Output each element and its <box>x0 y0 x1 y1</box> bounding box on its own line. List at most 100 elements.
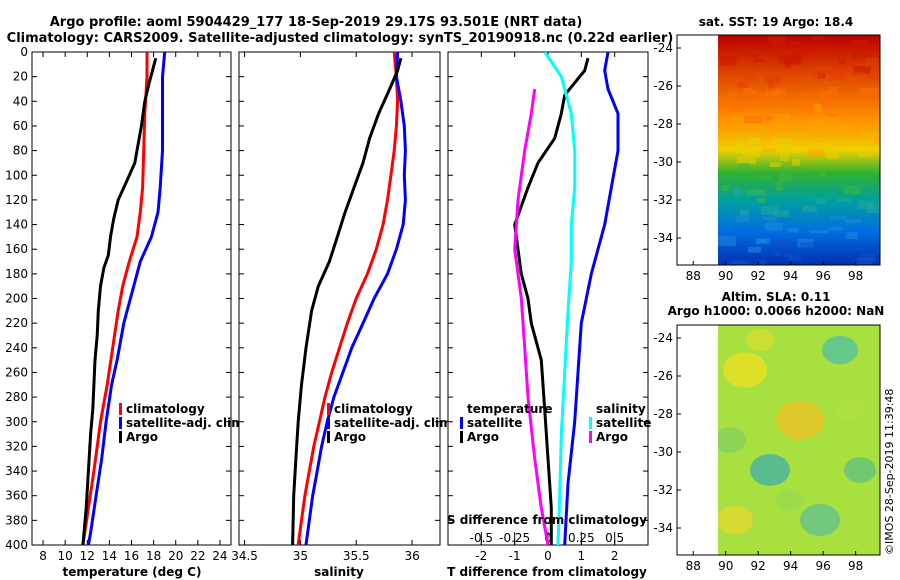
sst-map-border <box>676 34 881 266</box>
x-tick-label: 36 <box>404 549 419 563</box>
sla-map-subtitle: Argo h1000: 0.0066 h2000: NaN <box>668 304 885 318</box>
sst-field-texture <box>718 35 880 265</box>
sst-texture-cell <box>858 151 873 158</box>
difference-panel: -2 -1 0 1 2 -0.5 -0.25 0 0.25 0.5 S difference f… <box>447 51 651 579</box>
map-x-tick-label: 96 <box>816 269 831 283</box>
sst-texture-cell <box>735 140 749 147</box>
map-y-tick-label: -26 <box>653 79 673 93</box>
sst-texture-cell <box>740 102 751 110</box>
sst-texture-cell <box>762 148 776 153</box>
map-x-tick-label: 94 <box>783 559 798 573</box>
sst-texture-cell <box>812 65 832 71</box>
sst-texture-cell <box>866 203 880 214</box>
series-line-s-argo <box>513 88 550 545</box>
sst-texture-cell <box>808 148 825 157</box>
x-tick-label: 22 <box>190 549 205 563</box>
sst-texture-cell <box>868 75 880 80</box>
temperature-xlabel: temperature (deg C) <box>63 565 202 579</box>
y-tick-label: 180 <box>5 267 28 281</box>
y-tick-label: 40 <box>13 94 28 108</box>
temperature-panel: 8 10 12 14 16 18 20 22 24 0 20 40 60 80 100 120 140 160 1… <box>5 45 248 579</box>
difference-series <box>513 52 620 545</box>
sst-texture-cell <box>737 81 748 88</box>
series-line-satellite-adj-clim <box>86 52 167 545</box>
sst-texture-cell <box>736 216 749 223</box>
y-tick-label: 220 <box>5 316 28 330</box>
sla-texture-blob <box>800 504 840 536</box>
sst-texture-cell <box>757 260 768 265</box>
sst-texture-cell <box>874 115 880 124</box>
sst-texture-cell <box>799 92 811 96</box>
sst-texture-cell <box>839 58 847 65</box>
map-x-tick-label: 98 <box>848 269 863 283</box>
sla-field-texture <box>718 328 876 536</box>
map-y-tick-label: -24 <box>653 331 673 345</box>
x-tick-label: 8 <box>39 549 47 563</box>
sst-texture-cell <box>844 185 861 195</box>
map-y-tick-label: -30 <box>653 155 673 169</box>
sst-texture-cell <box>788 41 803 45</box>
temperature-x-ticks: 8 10 12 14 16 18 20 22 24 <box>39 52 228 563</box>
y-tick-label: 320 <box>5 439 28 453</box>
sla-map-border <box>676 324 881 556</box>
map-x-tick-label: 88 <box>686 559 701 573</box>
y-tick-label: 380 <box>5 513 28 527</box>
sst-texture-cell <box>813 103 822 112</box>
sla-texture-blob <box>750 454 790 486</box>
map-y-tick-label: -34 <box>653 521 673 535</box>
legend-label-s-satellite: satellite <box>596 416 651 430</box>
figure-title-line2: Climatology: CARS2009. Satellite-adjuste… <box>7 31 674 46</box>
x-tick-label: 10 <box>58 549 73 563</box>
temperature-series <box>81 52 167 545</box>
sst-texture-cell <box>757 197 765 203</box>
sst-texture-cell <box>810 131 826 138</box>
x-tick-label: -1 <box>509 549 521 563</box>
sst-texture-cell <box>802 205 817 212</box>
x-tick-label: 35 <box>293 549 308 563</box>
legend-label-t-satellite: satellite <box>467 416 522 430</box>
legend-swatch-climatology <box>327 403 330 415</box>
sst-texture-cell <box>823 100 831 107</box>
sst-texture-cell <box>744 73 755 80</box>
map-x-tick-label: 92 <box>751 559 766 573</box>
sst-texture-cell <box>783 252 792 258</box>
y-tick-label: 100 <box>5 168 28 182</box>
x-tick-label: 2 <box>611 549 619 563</box>
sst-texture-cell <box>823 117 842 122</box>
sst-texture-cell <box>758 175 772 180</box>
sst-texture-cell <box>733 187 743 197</box>
sst-texture-cell <box>757 239 768 243</box>
sst-texture-cell <box>850 39 869 44</box>
legend-swatch-satellite <box>327 417 330 429</box>
sst-texture-cell <box>830 215 847 220</box>
sst-texture-cell <box>796 169 804 173</box>
sst-map-ticks: 88 90 92 94 96 98 -24 -26 -28 -30 -32 -34 <box>653 41 863 283</box>
series-line-argo <box>81 57 158 545</box>
sla-map-title: Altim. SLA: 0.11 <box>722 290 831 304</box>
legend-swatch-t-argo <box>460 431 463 443</box>
sst-texture-cell <box>857 262 872 265</box>
sst-texture-cell <box>865 57 878 67</box>
map-y-tick-label: -28 <box>653 117 673 131</box>
series-line-s-satellite <box>543 52 577 545</box>
sst-texture-cell <box>736 147 746 154</box>
salinity-x-ticks: 34.5 35 35.5 36 <box>231 52 420 563</box>
x-tick-label: 12 <box>80 549 95 563</box>
y-tick-label: 360 <box>5 489 28 503</box>
sst-texture-cell <box>727 261 745 265</box>
map-x-tick-label: 98 <box>848 559 863 573</box>
map-y-tick-label: -30 <box>653 445 673 459</box>
sst-texture-cell <box>801 122 811 126</box>
sst-texture-cell <box>810 116 827 126</box>
sst-texture-cell <box>790 100 807 106</box>
y-tick-label: 240 <box>5 341 28 355</box>
sla-texture-blob <box>776 488 804 512</box>
sst-texture-cell <box>835 125 846 136</box>
sst-texture-cell <box>792 159 801 166</box>
sst-texture-cell <box>812 72 823 79</box>
map-y-tick-label: -28 <box>653 407 673 421</box>
y-tick-label: 340 <box>5 464 28 478</box>
y-tick-label: 200 <box>5 292 28 306</box>
sst-texture-cell <box>747 246 761 253</box>
